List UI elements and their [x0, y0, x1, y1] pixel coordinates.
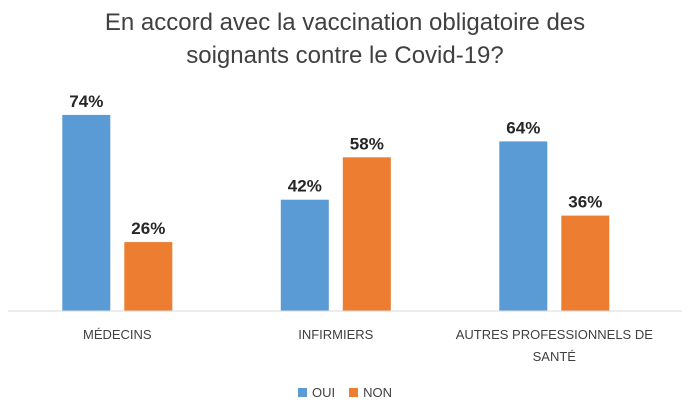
bar-oui-3 — [499, 141, 548, 311]
labels-group: 74% 26% MÉDECINS 42% 58% INFIRMIERS 64% 36% AUTR… — [69, 92, 653, 364]
data-label-non-1: 26% — [131, 219, 165, 238]
bar-non-1 — [124, 242, 173, 311]
legend-swatch-oui — [297, 388, 307, 397]
legend-label-non: NON — [363, 385, 392, 400]
chart-title-line-2: soignants contre le Covid-19? — [186, 42, 504, 69]
category-label-3-line-1: AUTRES PROFESSIONNELS DE — [456, 327, 654, 342]
chart-title-line-1: En accord avec la vaccination obligatoir… — [104, 9, 586, 36]
category-label-2: INFIRMIERS — [298, 327, 373, 342]
data-label-oui-3: 64% — [506, 118, 540, 137]
data-label-non-2: 58% — [350, 134, 384, 153]
legend-item-non: NON — [349, 385, 392, 400]
bars-group — [62, 114, 610, 312]
category-label-1: MÉDECINS — [83, 327, 152, 342]
legend-label-oui: OUI — [311, 385, 336, 400]
bar-non-3 — [561, 215, 610, 311]
bar-oui-2 — [280, 199, 329, 311]
data-label-oui-1: 74% — [69, 92, 103, 111]
data-label-oui-2: 42% — [288, 177, 322, 196]
bar-oui-1 — [62, 114, 111, 312]
legend: OUI NON — [0, 385, 690, 400]
legend-item-oui: OUI — [297, 385, 336, 400]
legend-swatch-non — [349, 388, 359, 397]
data-label-non-3: 36% — [568, 193, 602, 212]
chart-title: En accord avec la vaccination obligatoir… — [0, 6, 690, 72]
bar-non-2 — [342, 157, 391, 311]
category-label-3-line-2: SANTÉ — [533, 349, 577, 364]
